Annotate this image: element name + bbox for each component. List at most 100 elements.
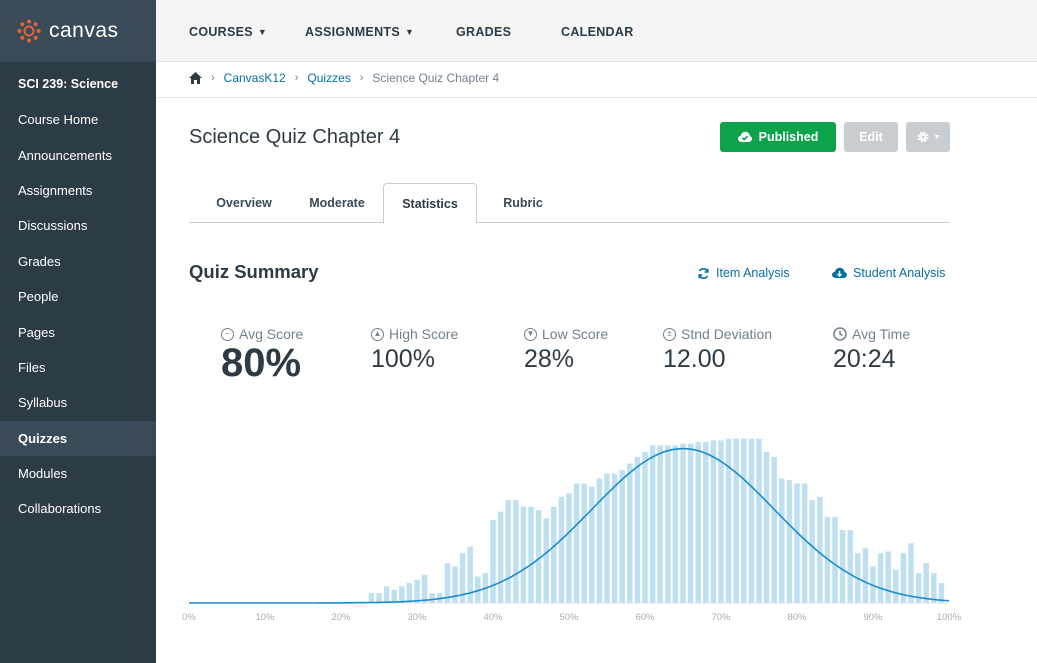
chart-bar[interactable] (399, 586, 405, 603)
sidebar-item-assignments[interactable]: Assignments (18, 182, 93, 198)
chart-bar[interactable] (383, 586, 390, 603)
chart-bar[interactable] (885, 551, 891, 603)
chart-bar[interactable] (589, 486, 595, 603)
tab-overview[interactable]: Overview (216, 196, 272, 210)
chart-bar[interactable] (801, 483, 808, 603)
chart-bar[interactable] (421, 574, 428, 603)
chart-bar[interactable] (832, 516, 838, 603)
chart-bar[interactable] (649, 445, 656, 603)
published-button[interactable]: Published (720, 122, 836, 152)
chart-bar[interactable] (725, 438, 732, 603)
chart-bar[interactable] (748, 438, 755, 603)
chart-bar[interactable] (611, 473, 618, 603)
chart-bar[interactable] (786, 480, 793, 603)
canvas-logo[interactable]: canvas (0, 0, 156, 62)
chart-bar[interactable] (543, 518, 549, 603)
sidebar-item-discussions[interactable]: Discussions (18, 218, 88, 234)
chart-bar[interactable] (558, 496, 565, 603)
chart-bar[interactable] (756, 438, 762, 603)
sidebar-item-syllabus[interactable]: Syllabus (18, 395, 68, 411)
chart-bar[interactable] (429, 593, 435, 603)
chart-bar[interactable] (771, 456, 777, 603)
tab-rubric[interactable]: Rubric (503, 196, 543, 210)
chart-bar[interactable] (893, 569, 899, 603)
assignments-menu[interactable]: ASSIGNMENTS ▼ (305, 25, 414, 39)
chart-bar[interactable] (414, 579, 420, 603)
item-analysis-link[interactable]: Item Analysis (697, 266, 790, 280)
sidebar-item-modules[interactable]: Modules (18, 466, 68, 482)
chart-bar[interactable] (406, 583, 413, 603)
chart-bar[interactable] (573, 483, 580, 603)
chart-bar[interactable] (490, 520, 496, 603)
chart-bar[interactable] (551, 506, 557, 603)
sidebar-item-course-home[interactable]: Course Home (18, 112, 99, 128)
chart-bar[interactable] (923, 563, 929, 603)
chart-bar[interactable] (459, 553, 466, 603)
chart-bar[interactable] (680, 443, 686, 603)
chart-bar[interactable] (703, 441, 709, 603)
chart-bar[interactable] (627, 463, 633, 603)
chart-bar[interactable] (520, 506, 527, 603)
chart-bar[interactable] (665, 445, 671, 603)
chart-bar[interactable] (672, 445, 679, 603)
chart-bar[interactable] (938, 583, 945, 603)
chart-bar[interactable] (839, 529, 846, 603)
chart-bar[interactable] (376, 593, 382, 603)
chart-bar[interactable] (497, 511, 504, 603)
chart-bar[interactable] (634, 456, 641, 603)
chart-bar[interactable] (657, 445, 663, 603)
chart-bar[interactable] (733, 438, 739, 603)
sidebar-item-pages[interactable]: Pages (18, 324, 55, 340)
tab-moderate[interactable]: Moderate (309, 196, 365, 210)
home-icon[interactable] (189, 72, 202, 84)
chart-bar[interactable] (741, 438, 747, 603)
chart-bar[interactable] (368, 593, 375, 603)
grades-link[interactable]: GRADES (456, 25, 512, 39)
chart-bar[interactable] (877, 553, 884, 603)
breadcrumb-quizzes[interactable]: Quizzes (307, 71, 351, 85)
chart-bar[interactable] (900, 553, 907, 603)
chart-bar[interactable] (581, 483, 587, 603)
chart-bar[interactable] (779, 478, 785, 604)
chart-bar[interactable] (528, 506, 534, 603)
breadcrumb-canvask12[interactable]: CanvasK12 (223, 71, 286, 85)
chart-bar[interactable] (566, 493, 572, 603)
chart-bar[interactable] (809, 500, 815, 603)
chart-bar[interactable] (513, 500, 519, 603)
chart-bar[interactable] (444, 563, 451, 603)
edit-button[interactable]: Edit (844, 122, 898, 152)
chart-bar[interactable] (931, 573, 937, 603)
chart-bar[interactable] (718, 440, 724, 603)
chart-bar[interactable] (596, 478, 603, 604)
chart-bar[interactable] (847, 529, 853, 603)
chart-bar[interactable] (908, 543, 914, 603)
chart-bar[interactable] (475, 576, 481, 603)
chart-bar[interactable] (710, 440, 717, 603)
chart-bar[interactable] (619, 470, 625, 603)
sidebar-item-people[interactable]: People (18, 289, 59, 305)
sidebar-item-quizzes[interactable]: Quizzes (0, 420, 156, 456)
chart-bar[interactable] (862, 548, 869, 603)
sidebar-item-files[interactable]: Files (18, 359, 46, 375)
chart-bar[interactable] (763, 451, 770, 603)
chart-bar[interactable] (794, 483, 800, 603)
settings-menu-button[interactable]: ▼ (906, 122, 950, 152)
sidebar-item-announcements[interactable]: Announcements (18, 147, 112, 163)
chart-bar[interactable] (642, 451, 648, 603)
chart-bar[interactable] (604, 473, 610, 603)
sidebar-item-collaborations[interactable]: Collaborations (18, 501, 102, 517)
chart-bar[interactable] (467, 546, 473, 603)
chart-bar[interactable] (687, 443, 694, 603)
chart-bar[interactable] (391, 589, 397, 603)
calendar-link[interactable]: CALENDAR (561, 25, 634, 39)
course-name[interactable]: SCI 239: Science (18, 77, 119, 91)
chart-bar[interactable] (452, 566, 458, 603)
student-analysis-link[interactable]: Student Analysis (832, 266, 945, 280)
chart-bar[interactable] (535, 510, 542, 603)
sidebar-item-grades[interactable]: Grades (18, 253, 61, 269)
chart-bar[interactable] (915, 573, 922, 603)
chart-bar[interactable] (695, 441, 701, 603)
chart-bar[interactable] (817, 496, 823, 603)
chart-bar[interactable] (505, 500, 511, 603)
tab-statistics[interactable]: Statistics (383, 183, 477, 224)
